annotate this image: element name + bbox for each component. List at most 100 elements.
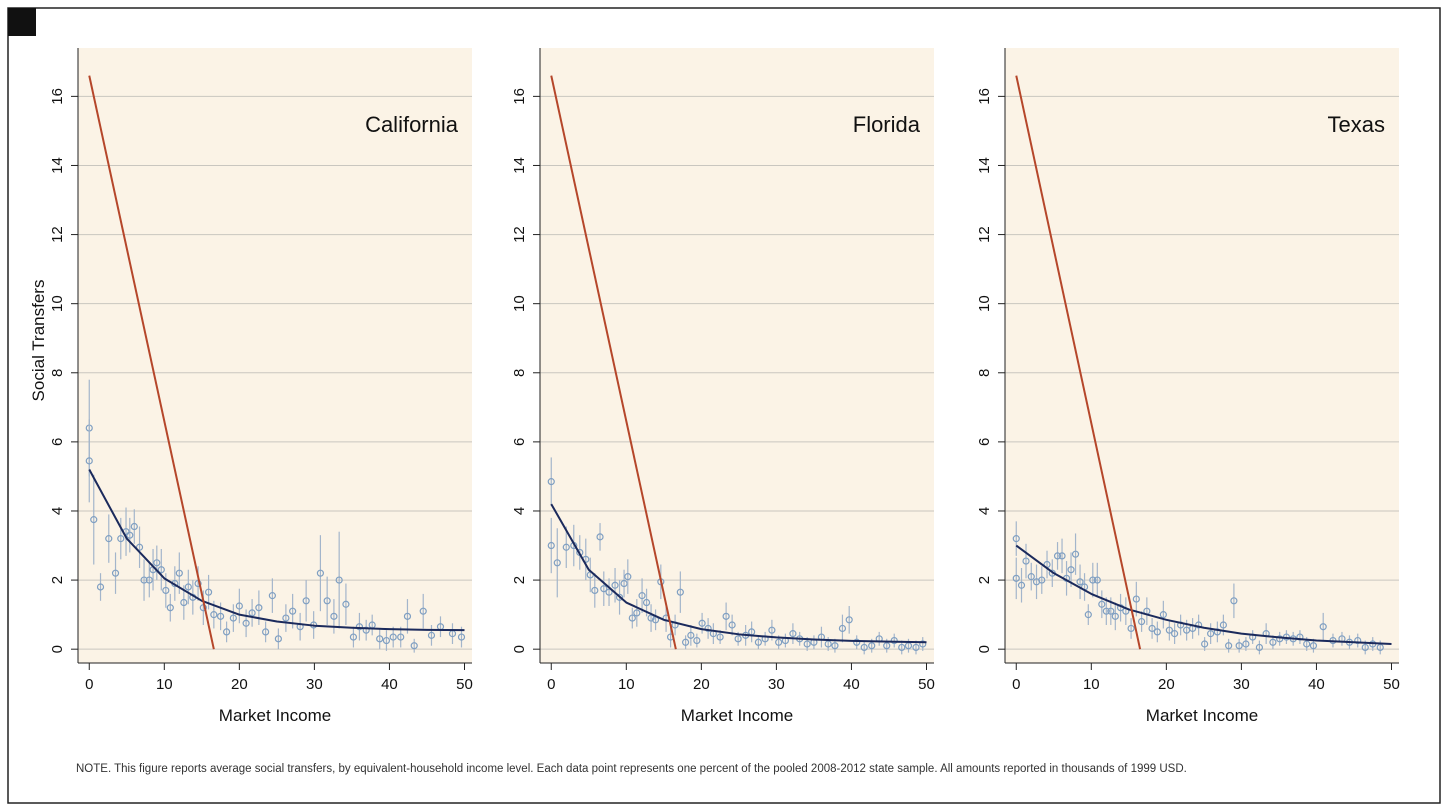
x-tick-label: 30: [306, 676, 323, 693]
point: [547, 541, 555, 550]
point: [235, 602, 243, 610]
y-tick-label: 10: [49, 295, 66, 312]
point: [274, 635, 282, 643]
point: [1276, 635, 1284, 643]
point: [1148, 624, 1156, 633]
point: [1102, 607, 1110, 615]
x-tick-label: 50: [918, 676, 935, 693]
x-tick-label: 30: [768, 676, 785, 693]
point: [838, 624, 847, 633]
point: [898, 643, 906, 652]
point: [1022, 557, 1030, 565]
point: [890, 636, 898, 645]
point: [216, 612, 225, 620]
point: [615, 593, 624, 601]
y-tick-label: 4: [976, 507, 993, 515]
x-tick-label: 40: [1308, 676, 1325, 693]
point: [647, 614, 655, 622]
x-tick-label: 0: [85, 676, 93, 693]
point: [1201, 640, 1209, 648]
y-tick-label: 14: [511, 157, 528, 174]
point: [1067, 566, 1075, 574]
point: [282, 614, 290, 622]
point: [105, 535, 113, 543]
point: [204, 588, 213, 596]
point: [1230, 597, 1238, 605]
point: [419, 607, 427, 615]
point: [457, 633, 466, 641]
point: [85, 457, 93, 465]
point: [210, 611, 218, 619]
point: [262, 628, 270, 636]
point: [130, 522, 138, 531]
x-tick-label: 10: [156, 676, 173, 693]
y-tick-label: 6: [976, 438, 993, 446]
point: [1076, 578, 1084, 586]
point: [1098, 600, 1106, 608]
x-tick-label: 10: [618, 676, 635, 693]
point: [722, 612, 730, 620]
point: [1127, 624, 1135, 633]
point: [605, 588, 613, 596]
panel-label: California: [365, 112, 459, 137]
point: [268, 592, 276, 600]
plot: [1012, 75, 1392, 655]
point: [126, 531, 134, 539]
point: [1027, 573, 1035, 581]
x-tick-label: 40: [381, 676, 398, 693]
y-tick-label: 12: [976, 226, 993, 243]
y-tick-label: 2: [976, 576, 993, 584]
point: [831, 642, 839, 650]
y-tick-label: 8: [976, 369, 993, 377]
y-tick-label: 12: [49, 226, 66, 243]
point: [1084, 611, 1092, 619]
point: [716, 633, 724, 641]
point: [162, 586, 170, 595]
panel: 0 2 4 6 8 10 12 14 16 0 10 20 30 40 50 Market Income Tex…: [976, 48, 1400, 725]
point: [1153, 628, 1161, 636]
y-tick-label: 2: [511, 576, 528, 584]
point: [1017, 581, 1026, 589]
point: [1159, 611, 1167, 619]
point: [111, 569, 120, 577]
point: [728, 621, 736, 629]
panel: 0 2 4 6 8 10 12 14 16 0 10 20 30 40 50 Market Income Flo…: [511, 48, 935, 725]
point: [620, 579, 628, 588]
point: [624, 573, 632, 581]
point: [242, 619, 250, 627]
point: [1219, 621, 1227, 629]
point: [1071, 550, 1080, 558]
point: [1107, 607, 1115, 615]
point: [1207, 630, 1215, 638]
point: [255, 604, 263, 612]
point: [775, 638, 783, 646]
x-axis-label: Market Income: [681, 706, 793, 725]
point: [912, 643, 920, 652]
point: [789, 630, 797, 638]
curve: [88, 75, 215, 650]
point: [1137, 617, 1146, 626]
plot-area: [540, 48, 934, 663]
panel-label: Texas: [1328, 112, 1385, 137]
curve: [1015, 544, 1392, 645]
point: [1093, 576, 1101, 584]
curve: [1015, 75, 1142, 650]
point: [768, 626, 776, 634]
panel: 0 2 4 6 8 10 12 14 16 0 10 20 30 40 50 Market Income Soc…: [29, 48, 473, 725]
point: [90, 516, 98, 524]
y-axis-label: Social Transfers: [29, 280, 48, 402]
point: [397, 633, 405, 641]
point: [96, 583, 105, 591]
point: [591, 586, 599, 595]
y-tick-label: 6: [49, 438, 66, 446]
point: [410, 642, 418, 650]
point: [389, 633, 397, 641]
point: [222, 628, 231, 636]
point: [596, 533, 604, 541]
point: [883, 642, 891, 650]
x-tick-label: 50: [1383, 676, 1400, 693]
point: [117, 535, 125, 543]
x-tick-label: 0: [547, 676, 555, 693]
point: [1058, 552, 1066, 560]
point: [427, 631, 436, 639]
